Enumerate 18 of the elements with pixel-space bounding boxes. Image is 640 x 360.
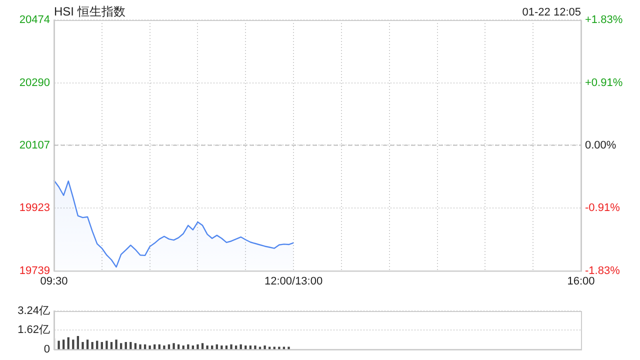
- y-tick-label: 20474: [19, 14, 50, 26]
- y-tick-label: 20290: [19, 76, 50, 89]
- chart-title: HSI 恒生指数: [54, 4, 126, 18]
- y2-tick-label: -1.83%: [585, 264, 620, 277]
- y2-tick-label: 0.00%: [585, 139, 616, 152]
- y-tick-label: 19923: [19, 202, 50, 214]
- y-tick-label: 20107: [19, 139, 50, 152]
- y-tick-label: 0: [44, 343, 50, 356]
- x-tick-label: 12:00/13:00: [264, 275, 323, 288]
- y-tick-label: 1.62亿: [18, 324, 50, 336]
- y2-tick-label: +0.91%: [585, 77, 623, 90]
- y2-tick-label: +1.83%: [585, 14, 623, 26]
- x-tick-label: 09:30: [40, 275, 68, 288]
- text: 01-22 12:05: [522, 6, 581, 19]
- x-tick-label: 16:00: [567, 275, 595, 288]
- y-tick-label: 19739: [19, 264, 50, 277]
- y2-tick-label: -0.91%: [585, 202, 620, 214]
- y-tick-label: 3.24亿: [18, 305, 50, 318]
